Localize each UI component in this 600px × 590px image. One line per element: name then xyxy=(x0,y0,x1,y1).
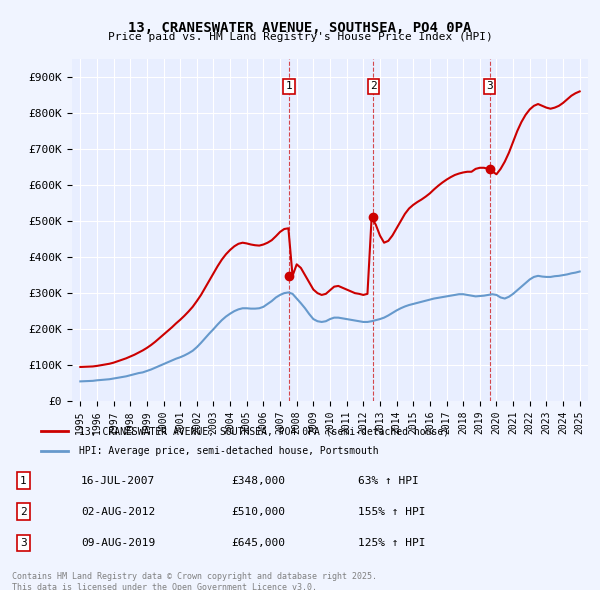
Text: 2: 2 xyxy=(370,81,376,91)
Text: 1: 1 xyxy=(20,476,27,486)
Text: 2: 2 xyxy=(20,507,27,517)
Text: 3: 3 xyxy=(487,81,493,91)
Text: 16-JUL-2007: 16-JUL-2007 xyxy=(81,476,155,486)
Text: £348,000: £348,000 xyxy=(231,476,285,486)
Text: 09-AUG-2019: 09-AUG-2019 xyxy=(81,538,155,548)
Text: 13, CRANESWATER AVENUE, SOUTHSEA, PO4 0PA (semi-detached house): 13, CRANESWATER AVENUE, SOUTHSEA, PO4 0P… xyxy=(79,427,449,436)
Text: 3: 3 xyxy=(20,538,27,548)
Text: 02-AUG-2012: 02-AUG-2012 xyxy=(81,507,155,517)
Text: HPI: Average price, semi-detached house, Portsmouth: HPI: Average price, semi-detached house,… xyxy=(79,446,378,455)
Text: 13, CRANESWATER AVENUE, SOUTHSEA, PO4 0PA: 13, CRANESWATER AVENUE, SOUTHSEA, PO4 0P… xyxy=(128,21,472,35)
Text: Contains HM Land Registry data © Crown copyright and database right 2025.
This d: Contains HM Land Registry data © Crown c… xyxy=(12,572,377,590)
Text: £645,000: £645,000 xyxy=(231,538,285,548)
Text: 125% ↑ HPI: 125% ↑ HPI xyxy=(358,538,425,548)
Text: Price paid vs. HM Land Registry's House Price Index (HPI): Price paid vs. HM Land Registry's House … xyxy=(107,32,493,42)
Text: £510,000: £510,000 xyxy=(231,507,285,517)
Text: 1: 1 xyxy=(286,81,292,91)
Text: 155% ↑ HPI: 155% ↑ HPI xyxy=(358,507,425,517)
Text: 63% ↑ HPI: 63% ↑ HPI xyxy=(358,476,418,486)
